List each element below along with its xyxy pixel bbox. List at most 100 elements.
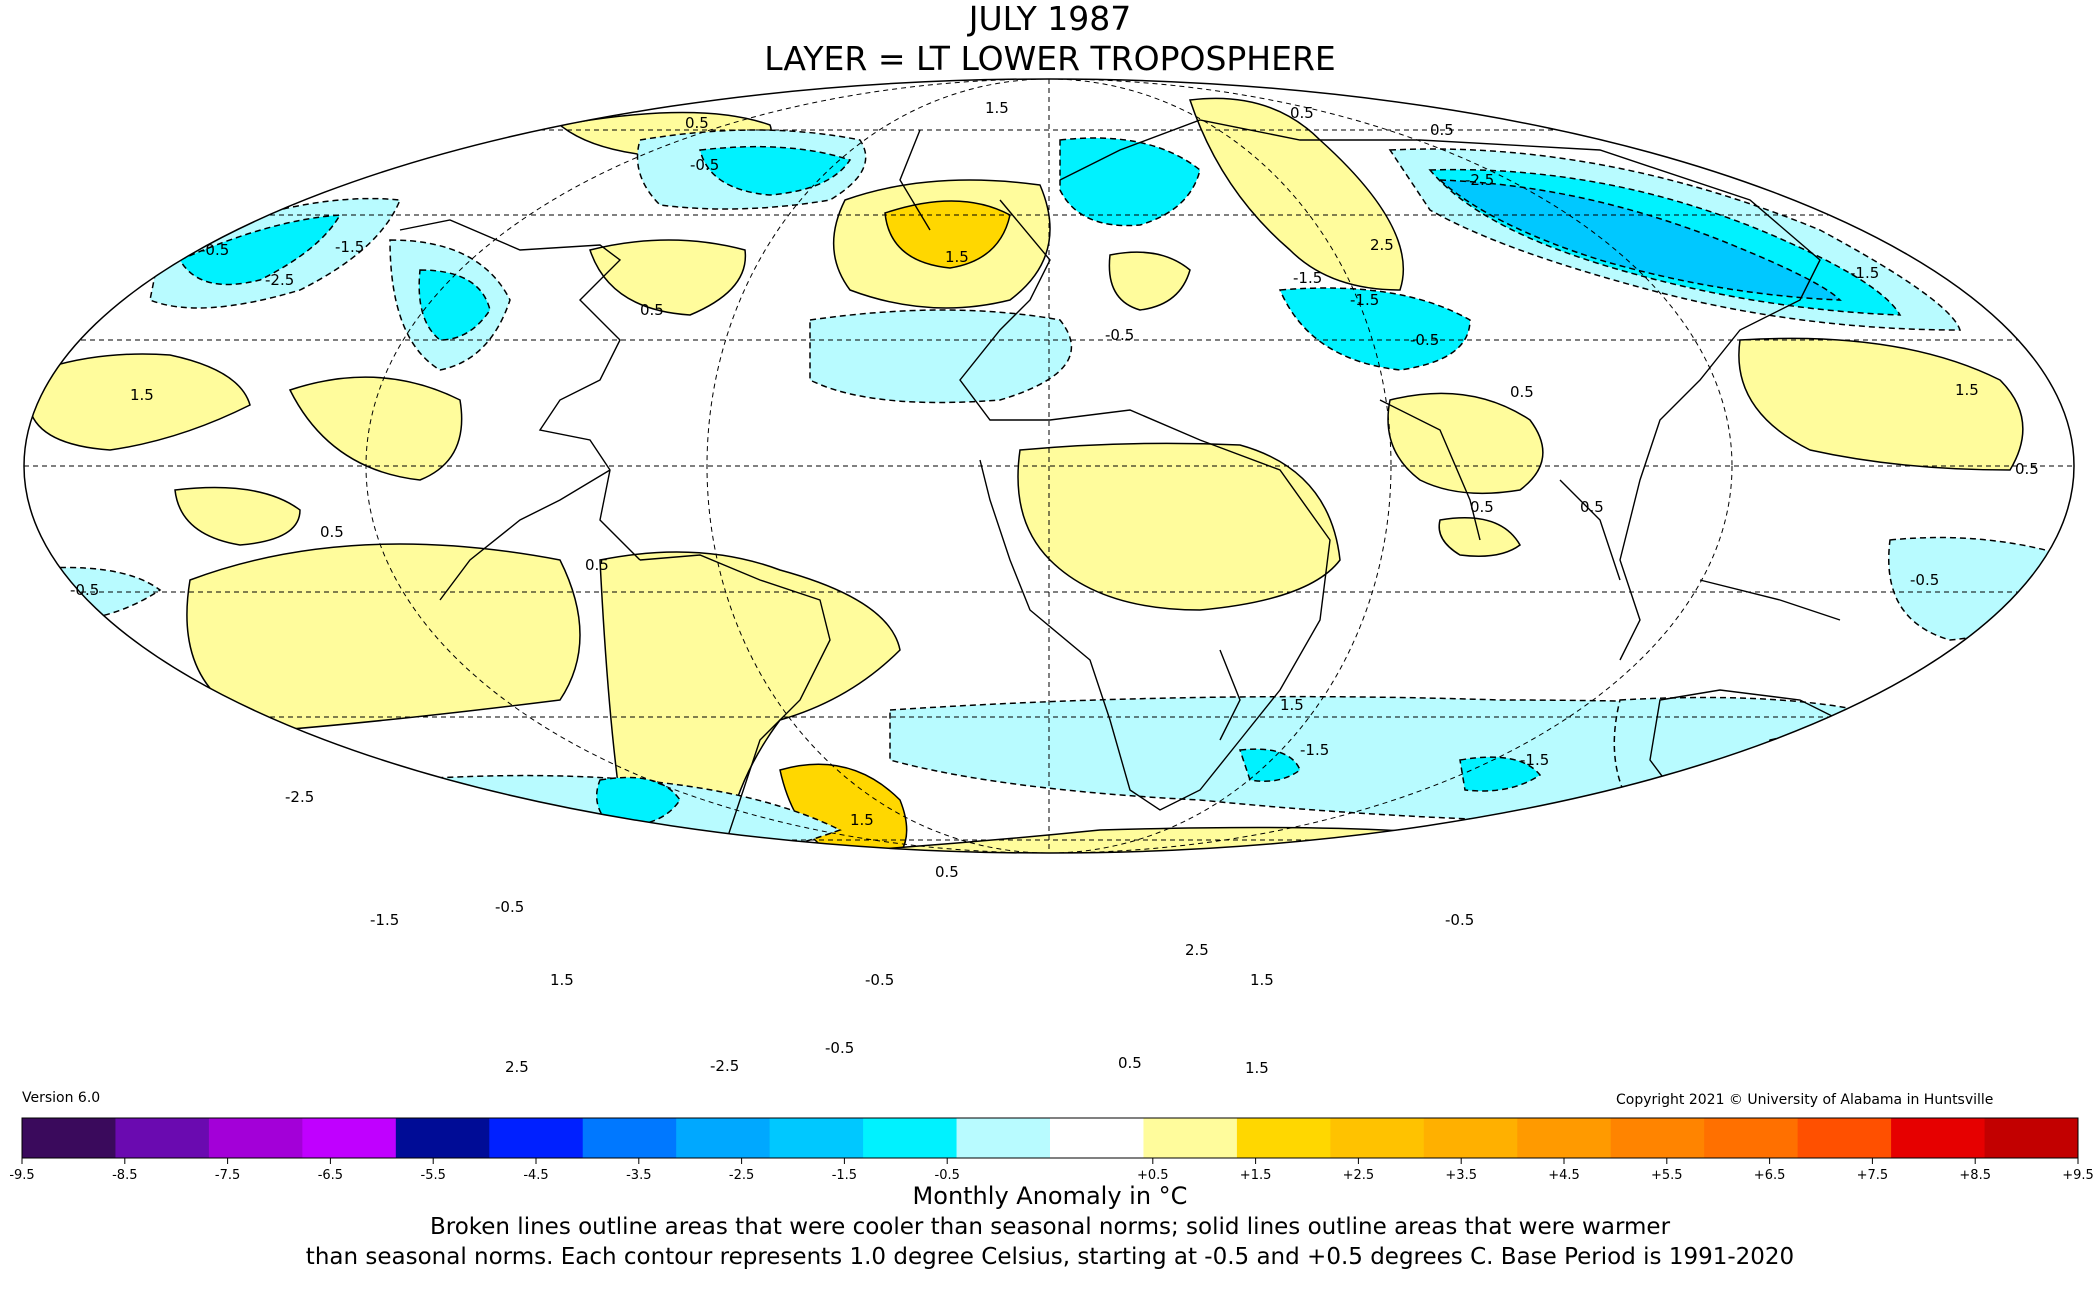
warm-region [950, 982, 1720, 1100]
contour-label: 2.5 [1185, 941, 1209, 959]
contour-label: -0.5 [825, 1039, 854, 1057]
warm-region [1108, 251, 1191, 311]
colorbar-tick-label: +6.5 [1754, 1168, 1786, 1183]
footnote-line-1: Broken lines outline areas that were coo… [429, 1214, 1671, 1240]
colorbar-tick-label: +3.5 [1445, 1168, 1477, 1183]
cool-region [1238, 748, 1301, 782]
colorbar-swatch [1704, 1118, 1799, 1158]
contour-label: 0.5 [1290, 104, 1314, 122]
contour-label: 0.5 [935, 863, 959, 881]
colorbar-swatch [1236, 1118, 1331, 1158]
contour-label: -0.5 [865, 971, 894, 989]
colorbar-swatch [769, 1118, 864, 1158]
contour-label: -1.5 [335, 238, 364, 256]
colorbar-tick-label: +1.5 [1240, 1168, 1272, 1183]
warm-region [29, 353, 251, 451]
colorbar-swatch [302, 1118, 397, 1158]
colorbar-swatches [21, 1117, 2079, 1159]
warm-region [186, 543, 581, 731]
globe-outline [23, 78, 2075, 854]
contour-label-layer: 0.5 1.5 -0.5 -1.5 -2.5 2.5 0.5 1.5 -0.5 … [70, 99, 2039, 1077]
contour-label: 1.5 [1245, 1059, 1269, 1077]
colorbar-swatch [115, 1118, 210, 1158]
contour-label: 1.5 [1955, 381, 1979, 399]
colorbar-tick-label: +2.5 [1343, 1168, 1375, 1183]
colorbar-tick-label: -7.5 [215, 1168, 240, 1183]
colorbar-tick-label: -2.5 [729, 1168, 754, 1183]
warm-region [400, 940, 960, 1081]
version-label: Version 6.0 [22, 1090, 101, 1106]
colorbar-tick-label: +9.5 [2062, 1168, 2094, 1183]
contour-label: -1.5 [370, 911, 399, 929]
footnote-line-2: than seasonal norms. Each contour repres… [305, 1244, 1795, 1270]
colorbar-tick-label: -4.5 [523, 1168, 548, 1183]
contour-label: 0.5 [1118, 1054, 1142, 1072]
map-title: JULY 1987 [968, 0, 1132, 38]
copyright-label: Copyright 2021 © University of Alabama i… [1616, 1092, 1994, 1108]
cool-region [595, 776, 681, 827]
cool-region [1059, 137, 1201, 227]
contour-label: -0.5 [70, 581, 99, 599]
colorbar-title: Monthly Anomaly in °C [912, 1182, 1188, 1210]
colorbar-tick-label: +8.5 [1959, 1168, 1991, 1183]
colorbar-swatch [676, 1118, 771, 1158]
cool-region [418, 269, 491, 341]
contour-label: 0.5 [2015, 460, 2039, 478]
contour-label: 1.5 [550, 971, 574, 989]
contour-label: -2.5 [1465, 171, 1494, 189]
contour-label: -1.5 [1293, 269, 1322, 287]
colorbar-swatch [1797, 1118, 1892, 1158]
cool-region [699, 145, 852, 196]
colorbar-swatch [208, 1118, 303, 1158]
contour-label: -0.5 [200, 241, 229, 259]
warm-region [1115, 862, 1379, 978]
cool-region [1437, 179, 1842, 301]
contour-label: 0.5 [585, 556, 609, 574]
contour-label: 0.5 [1580, 498, 1604, 516]
cool-region [1459, 756, 1542, 792]
colorbar-outline [21, 1117, 2079, 1159]
cool-region [1390, 880, 1703, 973]
cool-region [809, 309, 1073, 404]
map-subtitle: LAYER = LT LOWER TROPOSPHERE [764, 39, 1336, 78]
cool-region [1762, 732, 1881, 841]
colorbar-swatch [582, 1118, 677, 1158]
contour-label: 0.5 [1430, 121, 1454, 139]
colorbar-tick-label: -6.5 [318, 1168, 343, 1183]
contour-label: -1.5 [1350, 291, 1379, 309]
colorbar-swatch [1891, 1118, 1986, 1158]
warm-region [1387, 392, 1544, 495]
colorbar-swatch [1330, 1118, 1425, 1158]
contour-label: 0.5 [1510, 383, 1534, 401]
contour-label: -2.5 [710, 1057, 739, 1075]
contour-label: 1.5 [1280, 696, 1304, 714]
contour-label: -0.5 [1105, 326, 1134, 344]
colorbar-swatch [1423, 1118, 1518, 1158]
colorbar-tick-label: +0.5 [1137, 1168, 1169, 1183]
colorbar-swatch [1610, 1118, 1705, 1158]
colorbar-swatch [395, 1118, 490, 1158]
colorbar-tick-label: -3.5 [626, 1168, 651, 1183]
warm-region [174, 486, 301, 546]
contour-label: 1.5 [945, 248, 969, 266]
cool-region [134, 772, 430, 853]
contour-label: 1.5 [985, 99, 1009, 117]
coastlines [399, 119, 1871, 853]
colorbar-swatch [1050, 1118, 1144, 1158]
colorbar-swatch [489, 1118, 584, 1158]
contour-label: -2.5 [285, 788, 314, 806]
warm-region [500, 960, 780, 1056]
contour-label: -0.5 [1445, 911, 1474, 929]
colorbar-tick-label: -0.5 [935, 1168, 960, 1183]
colorbar-swatch [22, 1118, 116, 1158]
warm-region [884, 200, 1011, 269]
warm-region [1560, 898, 1760, 1029]
contour-label: -1.5 [1520, 751, 1549, 769]
cool-region [178, 214, 342, 286]
colorbar-tick-label: -1.5 [832, 1168, 857, 1183]
colorbar-swatch [1143, 1118, 1238, 1158]
colorbar-tick-label: -5.5 [421, 1168, 446, 1183]
colorbar-tick-label: -9.5 [9, 1168, 34, 1183]
cool-region [820, 984, 880, 1031]
